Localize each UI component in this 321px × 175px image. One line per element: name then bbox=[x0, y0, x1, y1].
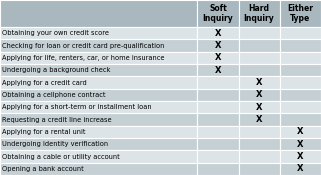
Bar bbox=[197, 27, 239, 39]
Bar bbox=[239, 89, 280, 101]
Text: X: X bbox=[297, 164, 304, 173]
Text: Undergoing a background check: Undergoing a background check bbox=[2, 67, 110, 73]
Text: Applying for a credit card: Applying for a credit card bbox=[2, 80, 86, 86]
Text: X: X bbox=[256, 115, 262, 124]
Bar bbox=[280, 150, 321, 163]
Bar bbox=[280, 126, 321, 138]
Bar bbox=[197, 138, 239, 150]
Bar bbox=[239, 126, 280, 138]
Bar bbox=[239, 150, 280, 163]
Bar bbox=[197, 0, 239, 27]
Bar bbox=[280, 101, 321, 113]
Bar bbox=[280, 163, 321, 175]
Bar bbox=[280, 138, 321, 150]
Bar bbox=[0, 113, 197, 126]
Bar bbox=[0, 163, 197, 175]
Bar bbox=[0, 138, 197, 150]
Text: X: X bbox=[297, 127, 304, 136]
Bar bbox=[197, 39, 239, 52]
Bar bbox=[0, 52, 197, 64]
Bar bbox=[0, 76, 197, 89]
Bar bbox=[239, 0, 280, 27]
Text: Applying for a short-term or installment loan: Applying for a short-term or installment… bbox=[2, 104, 151, 110]
Bar bbox=[280, 0, 321, 27]
Bar bbox=[239, 163, 280, 175]
Bar bbox=[0, 150, 197, 163]
Text: Either
Type: Either Type bbox=[287, 4, 313, 23]
Bar bbox=[280, 27, 321, 39]
Text: Undergoing identity verification: Undergoing identity verification bbox=[2, 141, 108, 147]
Text: X: X bbox=[297, 152, 304, 161]
Text: Applying for life, renters, car, or home insurance: Applying for life, renters, car, or home… bbox=[2, 55, 164, 61]
Bar bbox=[197, 163, 239, 175]
Bar bbox=[280, 39, 321, 52]
Text: X: X bbox=[215, 29, 221, 38]
Bar bbox=[280, 64, 321, 76]
Text: X: X bbox=[256, 103, 262, 112]
Bar bbox=[239, 76, 280, 89]
Bar bbox=[197, 64, 239, 76]
Text: X: X bbox=[215, 53, 221, 62]
Bar bbox=[239, 52, 280, 64]
Bar bbox=[197, 101, 239, 113]
Text: Soft
Inquiry: Soft Inquiry bbox=[203, 4, 233, 23]
Bar bbox=[197, 150, 239, 163]
Bar bbox=[197, 113, 239, 126]
Text: Obtaining a cellphone contract: Obtaining a cellphone contract bbox=[2, 92, 105, 98]
Bar bbox=[0, 0, 197, 27]
Bar bbox=[197, 76, 239, 89]
Text: X: X bbox=[256, 78, 262, 87]
Bar bbox=[0, 89, 197, 101]
Text: X: X bbox=[256, 90, 262, 99]
Bar bbox=[280, 89, 321, 101]
Bar bbox=[239, 101, 280, 113]
Text: Hard
Inquiry: Hard Inquiry bbox=[244, 4, 274, 23]
Bar bbox=[0, 39, 197, 52]
Bar bbox=[0, 27, 197, 39]
Text: X: X bbox=[215, 66, 221, 75]
Bar bbox=[280, 113, 321, 126]
Text: Checking for loan or credit card pre-qualification: Checking for loan or credit card pre-qua… bbox=[2, 43, 164, 49]
Text: Obtaining your own credit score: Obtaining your own credit score bbox=[2, 30, 108, 36]
Text: Obtaining a cable or utility account: Obtaining a cable or utility account bbox=[2, 153, 119, 160]
Text: X: X bbox=[297, 140, 304, 149]
Bar bbox=[0, 126, 197, 138]
Bar bbox=[239, 39, 280, 52]
Bar bbox=[280, 52, 321, 64]
Text: X: X bbox=[215, 41, 221, 50]
Bar bbox=[239, 64, 280, 76]
Bar bbox=[197, 89, 239, 101]
Bar bbox=[0, 64, 197, 76]
Bar bbox=[197, 52, 239, 64]
Text: Requesting a credit line increase: Requesting a credit line increase bbox=[2, 117, 111, 122]
Bar bbox=[197, 126, 239, 138]
Bar bbox=[280, 76, 321, 89]
Text: Applying for a rental unit: Applying for a rental unit bbox=[2, 129, 85, 135]
Bar bbox=[0, 101, 197, 113]
Text: Opening a bank account: Opening a bank account bbox=[2, 166, 83, 172]
Bar bbox=[239, 138, 280, 150]
Bar bbox=[239, 27, 280, 39]
Bar bbox=[239, 113, 280, 126]
